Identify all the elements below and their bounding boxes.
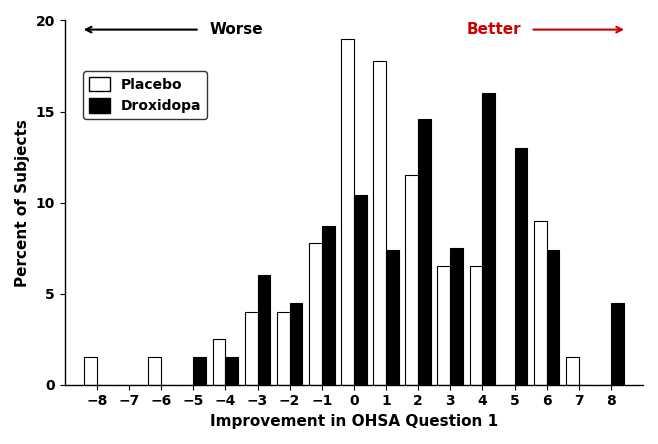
- Bar: [84, 357, 97, 385]
- Bar: [438, 266, 450, 385]
- Bar: [322, 226, 335, 385]
- Bar: [213, 339, 226, 385]
- X-axis label: Improvement in OHSA Question 1: Improvement in OHSA Question 1: [210, 414, 498, 429]
- Bar: [611, 303, 624, 385]
- Bar: [515, 148, 527, 385]
- Bar: [226, 357, 238, 385]
- Text: Worse: Worse: [209, 22, 263, 37]
- Legend: Placebo, Droxidopa: Placebo, Droxidopa: [84, 71, 207, 119]
- Bar: [277, 312, 290, 385]
- Bar: [470, 266, 482, 385]
- Bar: [354, 195, 367, 385]
- Bar: [386, 250, 399, 385]
- Bar: [341, 39, 354, 385]
- Text: Better: Better: [467, 22, 521, 37]
- Bar: [547, 250, 559, 385]
- Bar: [418, 119, 431, 385]
- Bar: [245, 312, 257, 385]
- Y-axis label: Percent of Subjects: Percent of Subjects: [15, 119, 30, 286]
- Bar: [450, 248, 463, 385]
- Bar: [309, 243, 322, 385]
- Bar: [566, 357, 579, 385]
- Bar: [373, 60, 386, 385]
- Bar: [148, 357, 161, 385]
- Bar: [405, 175, 418, 385]
- Bar: [257, 275, 270, 385]
- Bar: [290, 303, 303, 385]
- Bar: [482, 93, 495, 385]
- Bar: [193, 357, 206, 385]
- Bar: [534, 221, 547, 385]
